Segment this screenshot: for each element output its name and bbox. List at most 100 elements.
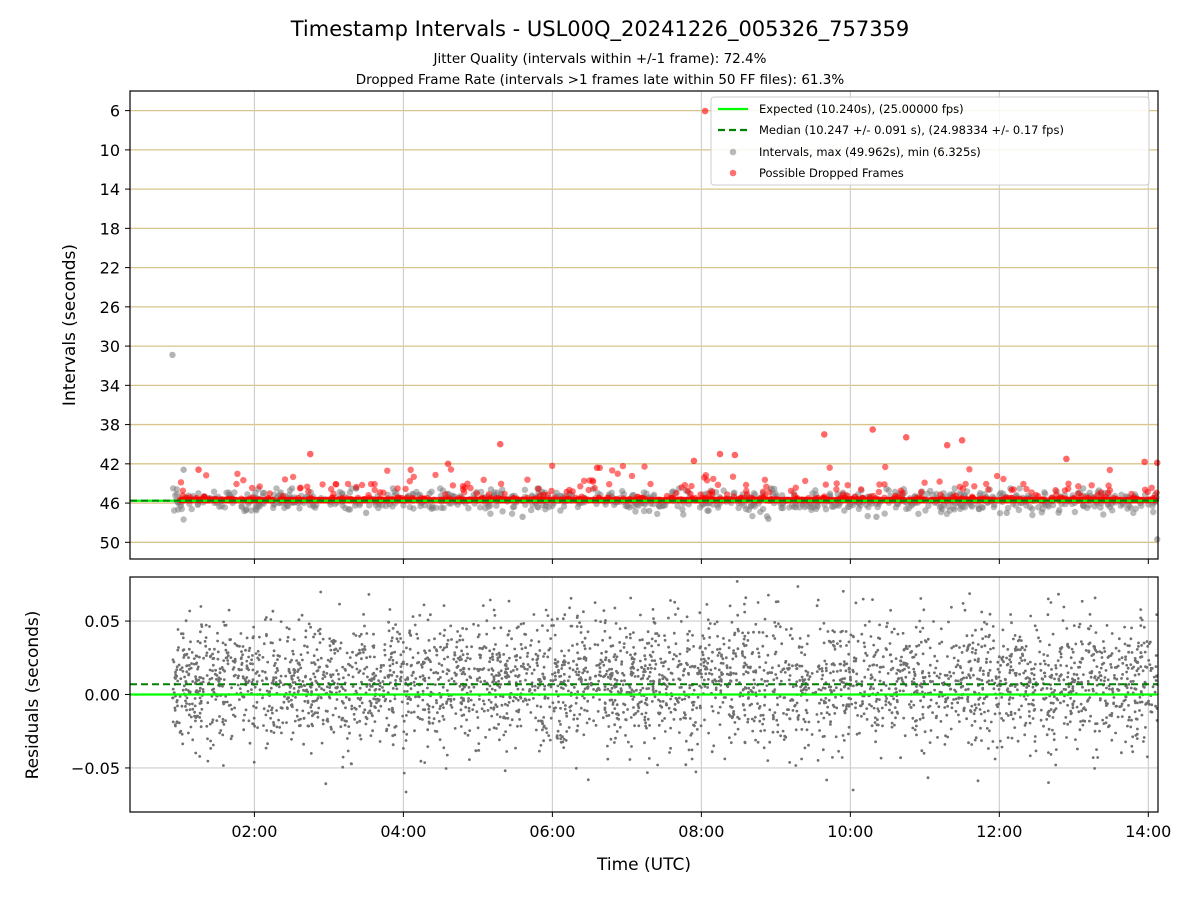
dropped-frame-point <box>358 481 366 489</box>
residual-point <box>253 685 257 689</box>
dropped-frame-point <box>701 107 709 115</box>
residual-point <box>437 677 440 681</box>
residual-point <box>426 656 429 660</box>
residual-point <box>1096 756 1100 759</box>
residual-point <box>310 661 314 665</box>
residual-point <box>185 670 189 674</box>
residual-point <box>442 718 446 721</box>
residual-point <box>613 677 617 681</box>
intervals-grid <box>130 91 1158 559</box>
residual-point <box>1138 695 1142 699</box>
residual-point <box>718 647 722 651</box>
residual-point <box>243 678 247 682</box>
residual-point <box>439 645 442 649</box>
residual-point <box>488 656 492 660</box>
residual-point <box>562 672 566 676</box>
residual-point <box>1057 592 1060 596</box>
dropped-frame-point <box>787 487 795 494</box>
residual-point <box>541 672 545 676</box>
residual-point <box>921 676 925 679</box>
residual-point <box>577 673 580 677</box>
residual-point <box>795 701 799 705</box>
residual-point <box>1139 624 1143 627</box>
residual-point <box>1094 631 1098 634</box>
residual-point <box>339 641 343 645</box>
residual-point <box>328 690 332 693</box>
residual-point <box>728 604 732 608</box>
residual-point <box>306 690 310 694</box>
residual-point <box>844 669 848 673</box>
interval-point <box>169 351 176 359</box>
dropped-frame-point <box>729 473 737 480</box>
residual-point <box>441 703 445 706</box>
residual-point <box>368 655 372 659</box>
residual-point <box>1108 687 1111 691</box>
residual-point <box>928 704 932 708</box>
residual-point <box>1054 748 1058 751</box>
residual-point <box>208 647 212 651</box>
residual-point <box>191 702 194 706</box>
residual-point <box>960 696 964 700</box>
residual-point <box>827 685 831 689</box>
interval-point <box>696 504 704 511</box>
residual-point <box>174 724 177 728</box>
residual-point <box>416 637 420 640</box>
residual-point <box>1046 654 1049 657</box>
residual-point <box>851 788 855 792</box>
residual-point <box>1027 702 1031 706</box>
dropped-frame-point <box>549 462 556 469</box>
residual-point <box>736 613 740 617</box>
residual-point <box>862 712 866 716</box>
residual-point <box>994 696 998 700</box>
residual-point <box>1061 619 1065 622</box>
residual-point <box>986 674 990 677</box>
residual-point <box>352 712 356 716</box>
residual-point <box>995 746 999 749</box>
residual-point <box>1099 697 1102 700</box>
residual-point <box>874 729 878 733</box>
residual-point <box>1070 666 1073 670</box>
residual-point <box>435 699 438 702</box>
residual-point <box>239 632 243 635</box>
residual-point <box>245 676 249 679</box>
residual-point <box>377 698 381 702</box>
residual-point <box>874 700 878 703</box>
residual-point <box>782 738 786 741</box>
residual-point <box>920 685 924 689</box>
legend-expected-label: Expected (10.240s), (25.00000 fps) <box>759 102 964 116</box>
residual-point <box>390 673 394 677</box>
residual-point <box>190 651 194 654</box>
residual-point <box>970 650 974 654</box>
residual-point <box>230 707 234 711</box>
residual-point <box>403 690 406 693</box>
residual-point <box>182 656 186 659</box>
residual-point <box>522 622 526 625</box>
residual-point <box>453 727 457 730</box>
residual-point <box>773 688 777 691</box>
residual-point <box>322 688 326 692</box>
residual-point <box>508 656 511 660</box>
residual-point <box>937 676 941 680</box>
residual-point <box>832 679 835 682</box>
residual-point <box>418 675 422 679</box>
residual-point <box>653 736 656 740</box>
dropped-frame-point <box>678 484 685 491</box>
residual-point <box>842 739 846 742</box>
residual-point <box>784 735 788 739</box>
residual-point <box>503 769 507 773</box>
residual-point <box>779 679 783 683</box>
residual-point <box>229 737 233 741</box>
residual-point <box>1072 672 1076 676</box>
residual-point <box>1013 634 1017 637</box>
residual-point <box>921 705 925 709</box>
residual-point <box>1133 673 1137 677</box>
interval-point <box>1118 491 1125 498</box>
residual-point <box>890 660 894 663</box>
residual-point <box>968 592 971 595</box>
residual-point <box>644 724 647 728</box>
residual-point <box>198 696 202 700</box>
residual-point <box>936 736 939 739</box>
residual-point <box>980 739 983 742</box>
residual-point <box>939 720 943 723</box>
